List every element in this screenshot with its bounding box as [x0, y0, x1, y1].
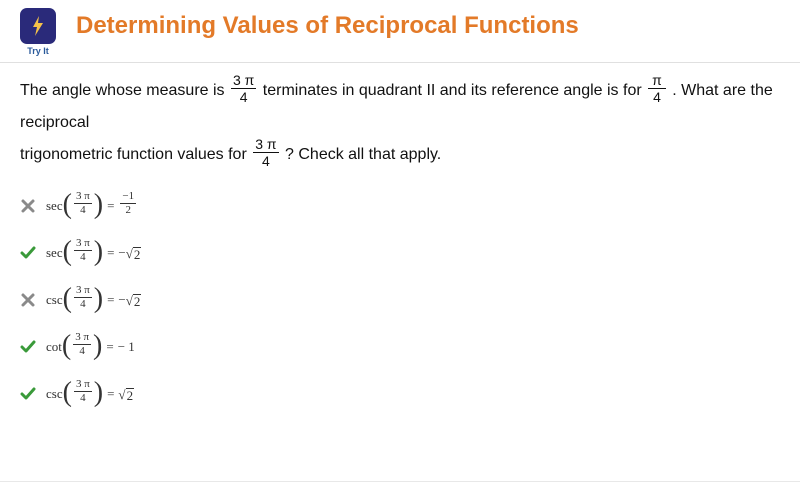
equation: sec(3 π4)=−√2 — [46, 240, 141, 265]
answer-row[interactable]: sec(3 π4)=−12 — [20, 193, 780, 218]
answer-row[interactable]: csc(3 π4)=−√2 — [20, 287, 780, 312]
x-icon — [20, 198, 36, 214]
answer-row[interactable]: cot(3 π4)=− 1 — [20, 334, 780, 359]
answer-list: sec(3 π4)=−12 sec(3 π4)=−√2 csc(3 π4)=−√2 c… — [20, 193, 780, 406]
fraction: −12 — [118, 191, 138, 216]
fraction: 3 π4 — [71, 332, 93, 357]
equation: sec(3 π4)=−12 — [46, 193, 138, 218]
sqrt: √2 — [118, 386, 134, 402]
equation: csc(3 π4)=√2 — [46, 381, 134, 406]
check-icon — [20, 245, 36, 261]
q-text: ? Check all that apply. — [285, 146, 441, 163]
fraction: 3 π4 — [72, 238, 94, 263]
check-icon — [20, 339, 36, 355]
try-it-badge: Try It — [20, 8, 56, 56]
sqrt: √2 — [126, 245, 142, 261]
header: Try It Determining Values of Reciprocal … — [0, 0, 800, 63]
answer-row[interactable]: sec(3 π4)=−√2 — [20, 240, 780, 265]
question-text: The angle whose measure is 3 π 4 termina… — [20, 75, 780, 171]
x-icon — [20, 292, 36, 308]
lightning-icon — [20, 8, 56, 44]
footer-divider — [0, 481, 800, 482]
answer-row[interactable]: csc(3 π4)=√2 — [20, 381, 780, 406]
equation: csc(3 π4)=−√2 — [46, 287, 141, 312]
fraction: π 4 — [646, 73, 668, 104]
page-title: Determining Values of Reciprocal Functio… — [76, 8, 579, 40]
fraction: 3 π4 — [72, 285, 94, 310]
q-text: trigonometric function values for — [20, 146, 251, 163]
q-text: The angle whose measure is — [20, 82, 229, 99]
equation: cot(3 π4)=− 1 — [46, 334, 135, 359]
sqrt: √2 — [126, 292, 142, 308]
fraction: 3 π 4 — [251, 137, 280, 168]
check-icon — [20, 386, 36, 402]
fraction: 3 π 4 — [229, 73, 258, 104]
content: The angle whose measure is 3 π 4 termina… — [0, 63, 800, 440]
icon-caption: Try It — [27, 46, 49, 56]
fraction: 3 π4 — [72, 191, 94, 216]
q-text: terminates in quadrant II and its refere… — [263, 82, 646, 99]
fraction: 3 π4 — [72, 379, 94, 404]
